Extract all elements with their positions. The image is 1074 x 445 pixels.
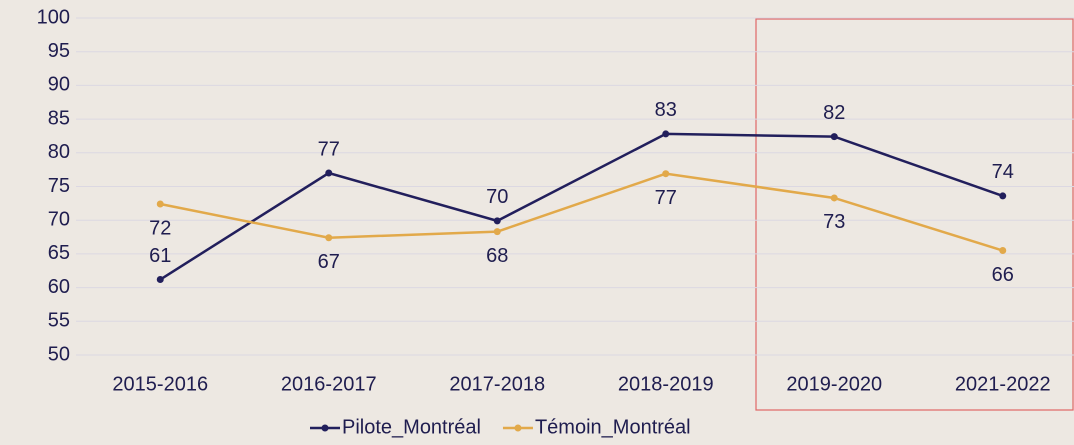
value-label: 77 <box>318 138 340 160</box>
point <box>662 170 670 178</box>
y-tick-label: 95 <box>48 40 70 62</box>
highlight-box <box>755 18 1074 411</box>
value-label: 73 <box>823 211 845 233</box>
x-tick-label: 2021-2022 <box>955 373 1051 395</box>
x-tick-label: 2019-2020 <box>786 373 882 395</box>
value-label: 83 <box>655 99 677 121</box>
point <box>999 247 1007 255</box>
value-label: 66 <box>992 264 1014 286</box>
legend-label: Témoin_Montréal <box>535 416 691 438</box>
y-tick-label: 75 <box>48 175 70 197</box>
legend-marker <box>321 424 329 432</box>
point <box>325 234 333 242</box>
y-tick-label: 70 <box>48 208 70 230</box>
y-tick-label: 85 <box>48 107 70 129</box>
point <box>493 217 501 225</box>
y-tick-label: 100 <box>37 6 70 28</box>
value-label: 74 <box>992 161 1014 183</box>
x-tick-label: 2017-2018 <box>449 373 545 395</box>
y-tick-label: 60 <box>48 276 70 298</box>
y-tick-label: 90 <box>48 74 70 96</box>
series-line <box>160 172 1004 252</box>
value-label: 68 <box>486 245 508 267</box>
point <box>156 276 164 284</box>
point <box>830 133 838 141</box>
value-label: 67 <box>318 251 340 273</box>
point <box>999 192 1007 200</box>
y-tick-label: 55 <box>48 310 70 332</box>
x-tick-label: 2015-2016 <box>112 373 208 395</box>
x-tick-label: 2016-2017 <box>281 373 377 395</box>
legend-label: Pilote_Montréal <box>342 416 481 438</box>
x-tick-label: 2018-2019 <box>618 373 714 395</box>
value-label: 70 <box>486 186 508 208</box>
point <box>830 194 838 202</box>
series-line <box>159 132 1004 281</box>
point <box>662 130 670 138</box>
point <box>325 169 333 177</box>
point <box>493 228 501 236</box>
value-label: 61 <box>149 245 171 267</box>
point <box>156 200 164 208</box>
y-tick-label: 50 <box>48 343 70 365</box>
y-tick-label: 65 <box>48 242 70 264</box>
value-label: 77 <box>655 187 677 209</box>
value-label: 72 <box>149 217 171 239</box>
y-tick-label: 80 <box>48 141 70 163</box>
legend-marker <box>514 424 522 432</box>
value-label: 82 <box>823 102 845 124</box>
